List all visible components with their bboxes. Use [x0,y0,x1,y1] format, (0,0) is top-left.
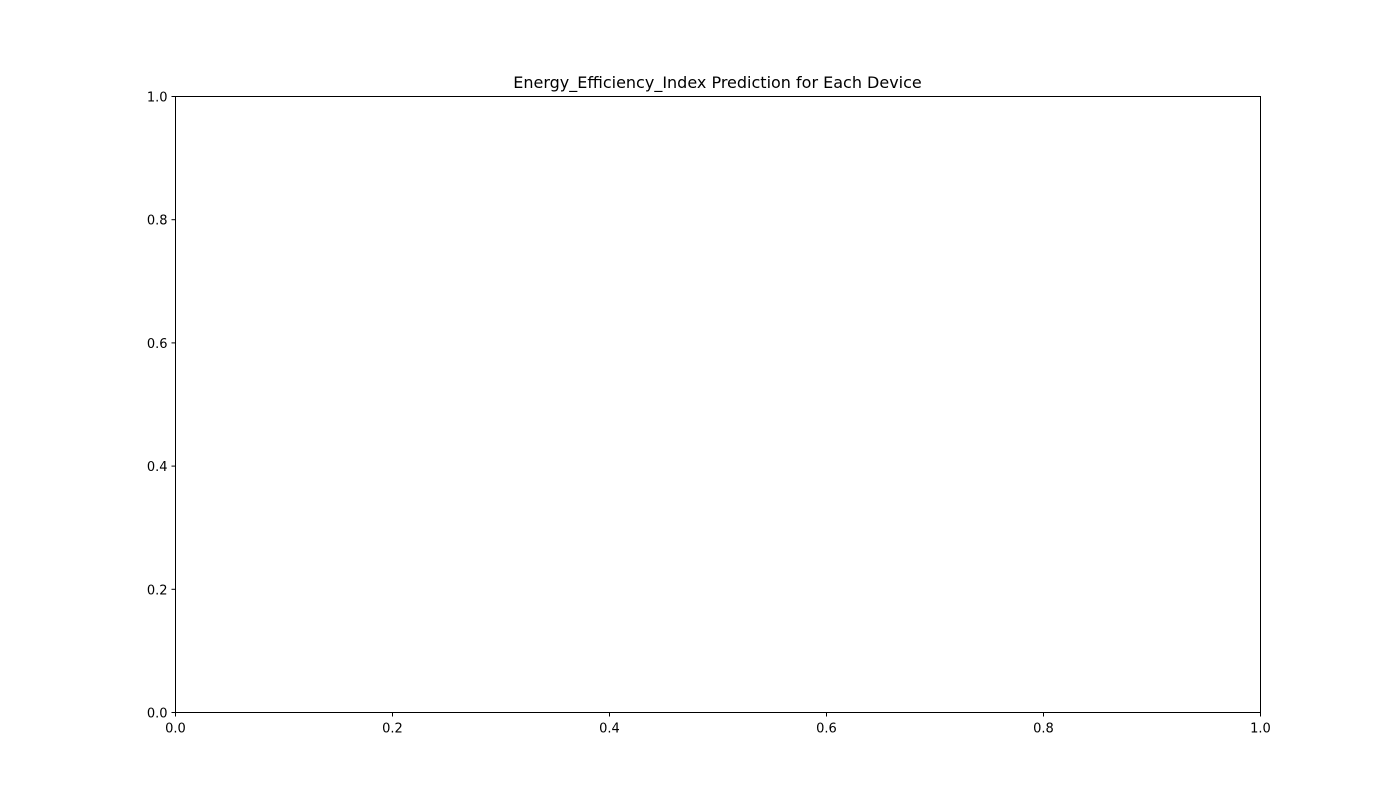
chart-title: Energy_Efficiency_Index Prediction for E… [513,73,922,93]
x-tick-label: 0.4 [599,722,620,737]
y-tick-label: 1.0 [147,91,168,106]
x-tick-label: 0.6 [816,722,837,737]
y-tick-label: 0.0 [147,707,168,722]
plot-area [175,96,1261,713]
y-axis: 0.0 0.2 0.4 0.6 0.8 1.0 [147,91,176,722]
y-tick-label: 0.8 [147,214,168,229]
y-tick-label: 0.4 [147,460,168,475]
x-tick-label: 0.0 [165,722,186,737]
x-tick-label: 0.2 [382,722,403,737]
x-tick-label: 1.0 [1250,722,1271,737]
y-tick-label: 0.6 [147,337,168,352]
x-axis: 0.0 0.2 0.4 0.6 0.8 1.0 [165,712,1271,737]
y-tick-label: 0.2 [147,583,168,598]
x-tick-label: 0.8 [1033,722,1054,737]
